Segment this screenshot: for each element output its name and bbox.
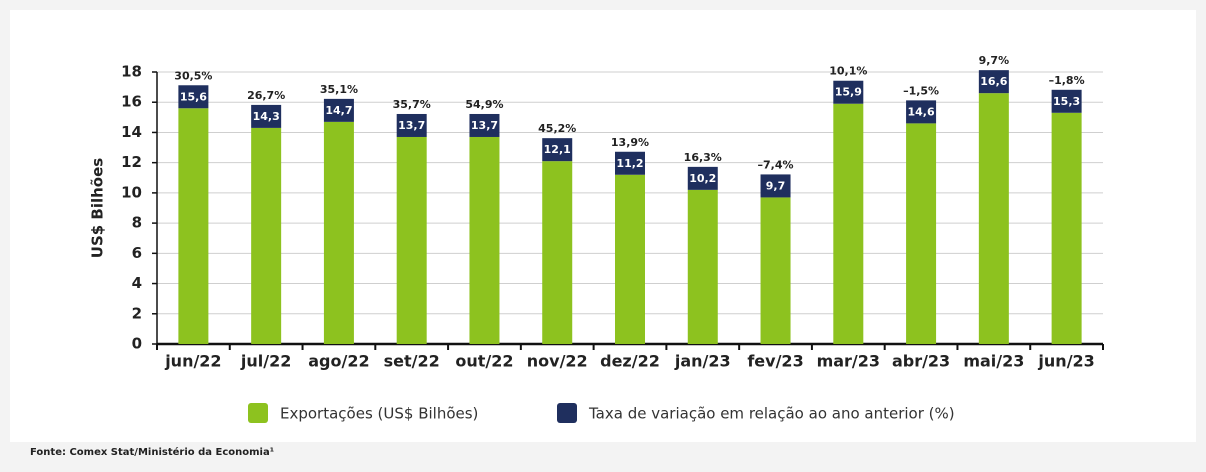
y-tick-label: 16 [121,93,142,111]
y-tick-label: 6 [132,244,142,262]
change-label: 10,1% [829,65,867,78]
value-label: 15,6 [180,90,207,103]
value-label-box [978,70,1009,94]
bar [978,93,1009,345]
bar [760,197,791,344]
change-label: 16,3% [684,151,722,164]
change-label: 35,7% [393,98,431,111]
legend-label: Taxa de variação em relação ao ano anter… [588,405,955,423]
y-tick-label: 12 [121,153,142,171]
x-tick-label: mar/23 [817,352,880,371]
x-tick-label: out/22 [455,352,513,371]
bar [542,161,573,344]
x-tick-label: abr/23 [892,352,950,371]
x-tick-label: mai/23 [963,352,1024,371]
value-label: 15,3 [1053,95,1080,108]
x-tick-label: jan/23 [674,352,731,371]
legend-swatch [557,403,577,423]
change-label: –1,8% [1049,74,1085,87]
bar [178,108,209,345]
legend-label: Exportações (US$ Bilhões) [280,405,478,423]
x-tick-label: dez/22 [600,352,660,371]
value-label: 12,1 [544,143,571,156]
value-label-box [1051,89,1082,113]
value-label-box [178,85,209,109]
value-label: 11,2 [616,157,643,170]
x-tick-label: fev/23 [747,352,803,371]
x-tick-label: ago/22 [308,352,369,371]
y-tick-label: 14 [121,123,142,141]
value-label-box [542,138,573,162]
bar [251,127,282,345]
x-tick-label: jul/22 [240,352,291,371]
change-label: 26,7% [247,89,285,102]
value-label: 14,6 [908,105,935,118]
bar [323,121,354,344]
change-label: –1,5% [903,84,939,97]
y-tick-label: 8 [132,214,142,232]
y-tick-label: 4 [132,274,142,292]
y-tick-label: 10 [121,183,142,201]
value-label-box [396,113,427,137]
value-label: 10,2 [689,172,716,185]
x-tick-label: nov/22 [527,352,588,371]
x-tick-label: jun/23 [1037,352,1094,371]
value-label-box [687,166,718,190]
bar [906,123,937,344]
value-label-box [906,100,937,124]
change-label: 13,9% [611,136,649,149]
value-label-box [251,104,282,128]
x-tick-label: set/22 [384,352,440,371]
y-tick-label: 0 [132,335,142,353]
value-label-box [615,151,645,175]
value-label: 14,7 [325,104,352,117]
value-label-box [469,113,500,137]
value-label-box [760,174,791,198]
bar [1051,112,1082,344]
value-label: 13,7 [398,119,425,132]
x-tick-label: jun/22 [164,352,221,371]
change-label: –7,4% [758,158,794,171]
y-tick-label: 2 [132,304,142,322]
bar [833,103,864,344]
change-label: 30,5% [174,69,212,82]
bar [469,136,500,344]
value-label: 16,6 [980,75,1007,88]
value-label: 13,7 [471,119,498,132]
bar [615,174,645,344]
change-label: 45,2% [538,122,576,135]
value-label-box [833,80,864,104]
value-label: 14,3 [253,110,280,123]
y-tick-label: 18 [121,63,142,81]
value-label-box [323,98,354,122]
change-label: 9,7% [979,54,1010,67]
bar [396,136,427,344]
bar [687,189,718,344]
value-label: 9,7 [766,179,786,192]
change-label: 35,1% [320,83,358,96]
y-axis-label: US$ Bilhões [89,158,107,259]
change-label: 54,9% [465,98,503,111]
value-label: 15,9 [835,86,862,99]
legend-swatch [248,403,268,423]
source-note: Fonte: Comex Stat/Ministério da Economia… [30,446,274,458]
